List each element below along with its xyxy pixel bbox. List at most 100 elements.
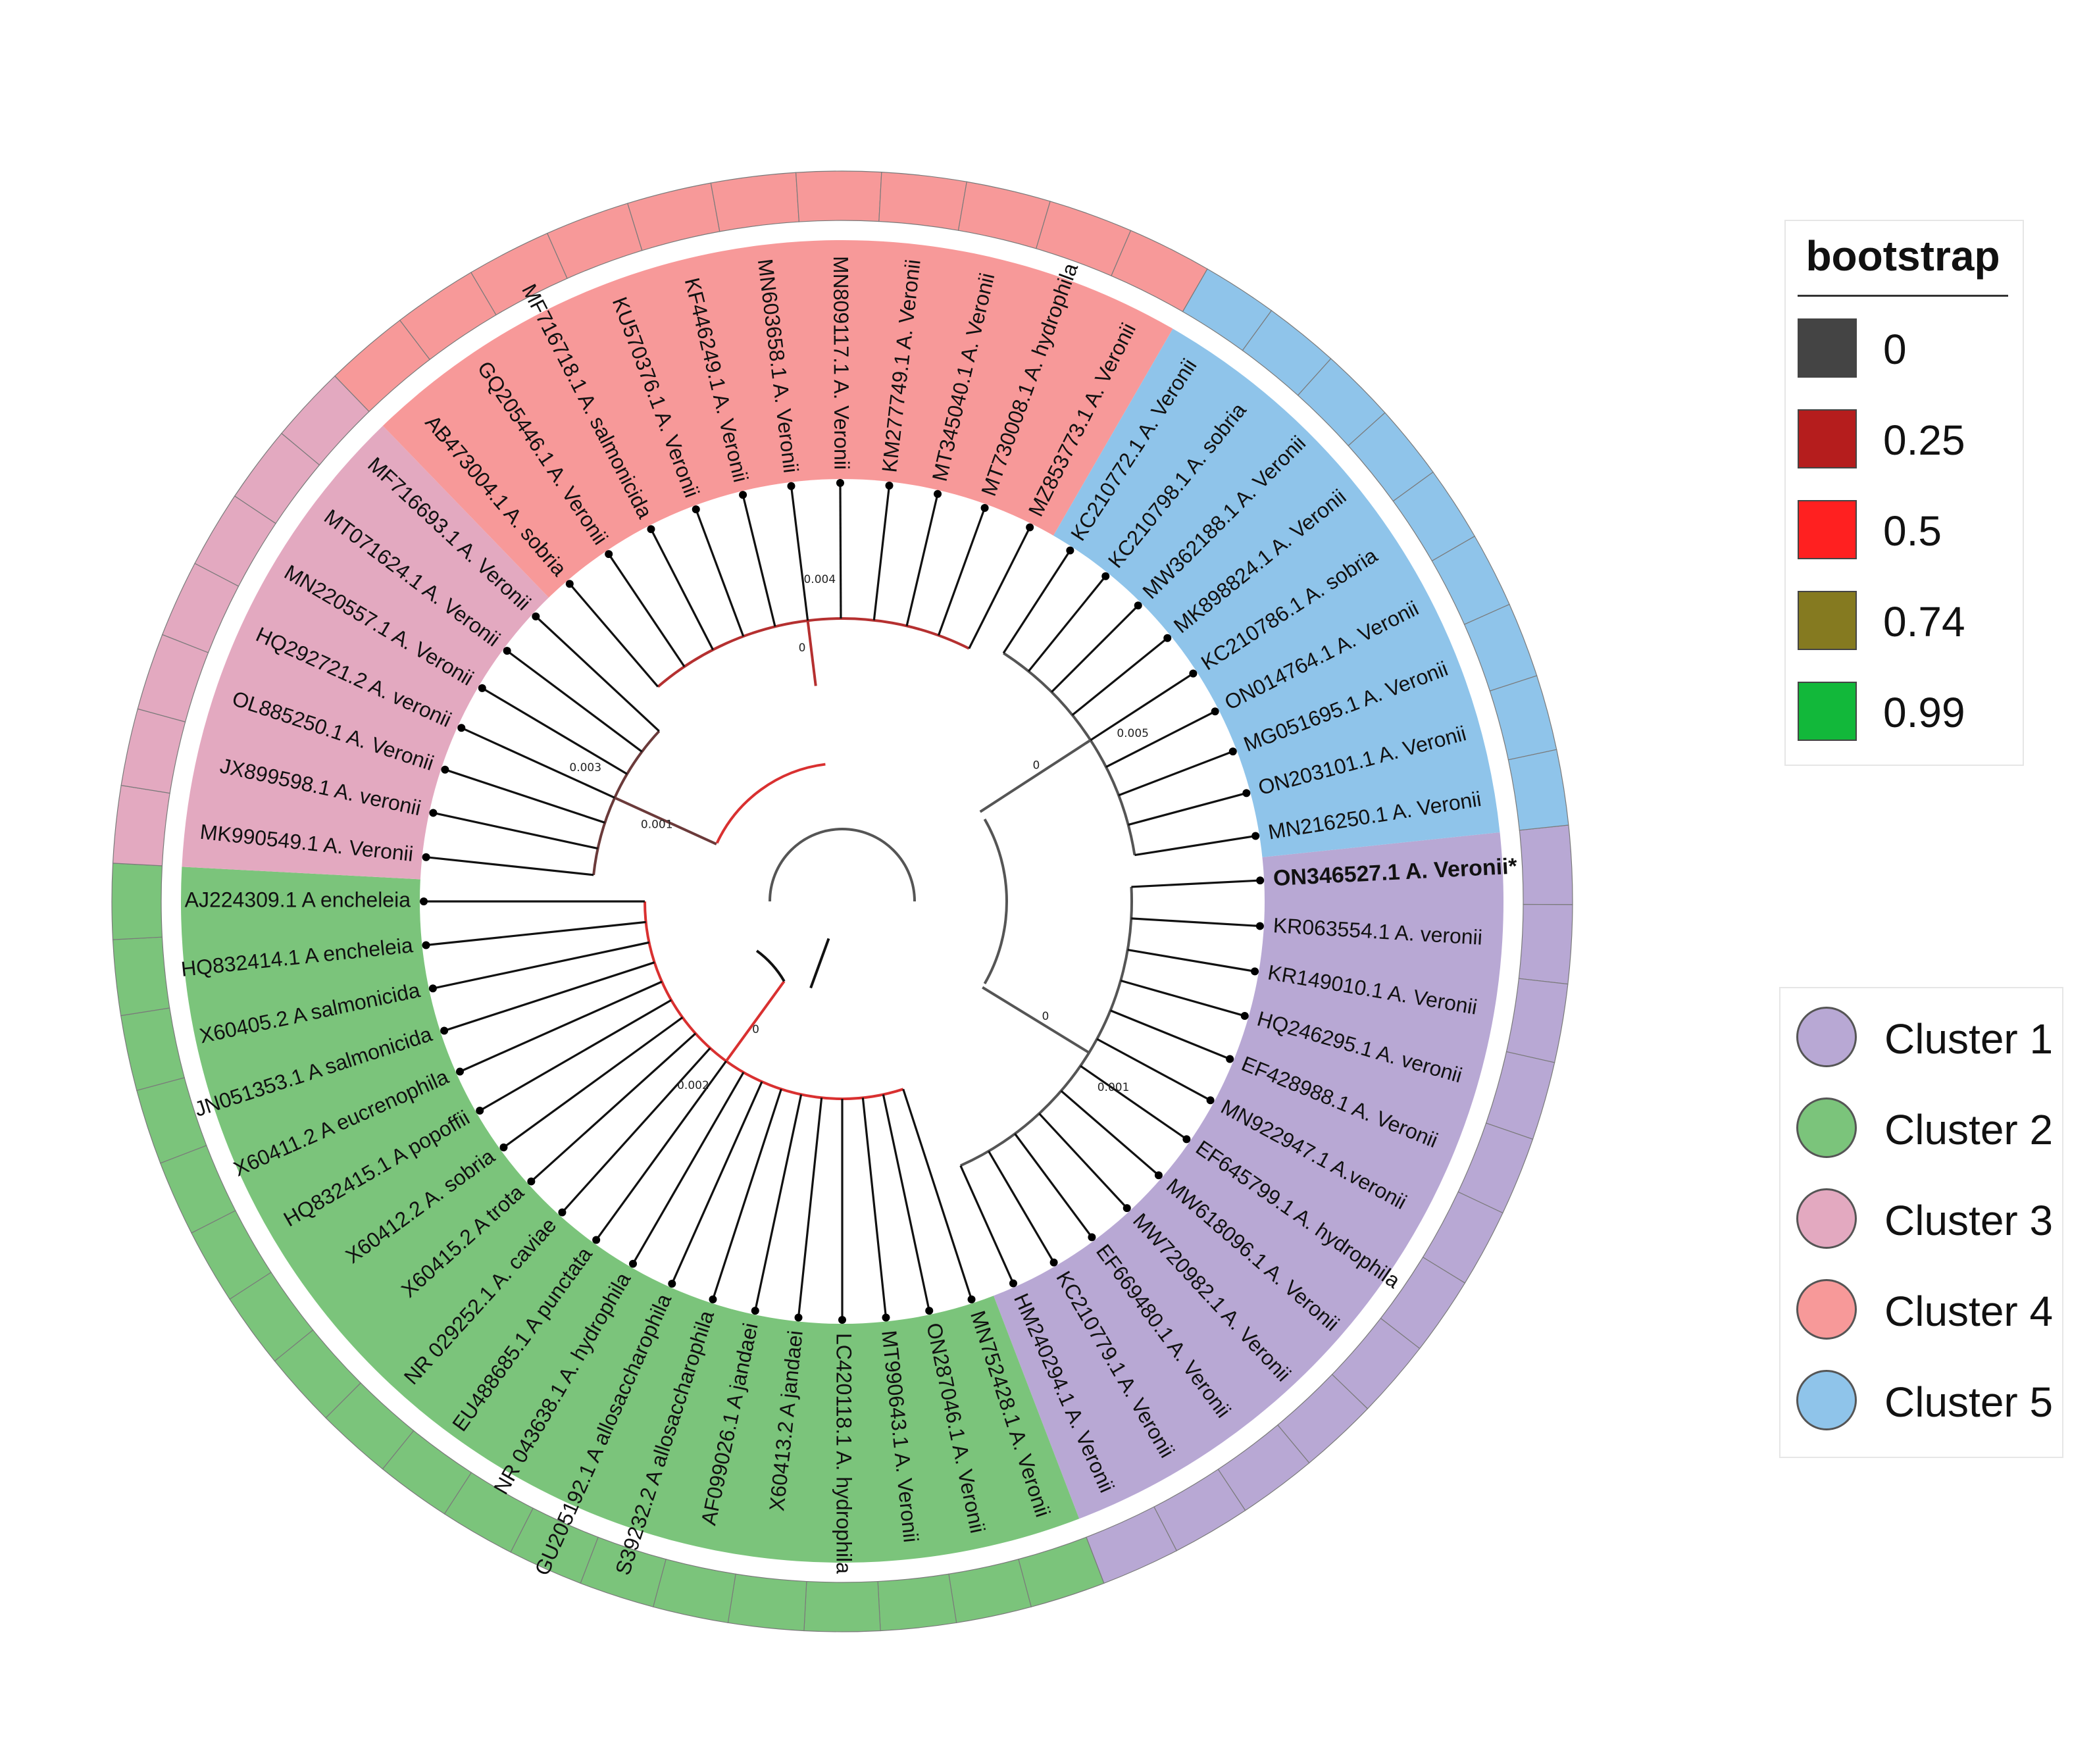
tip-dot bbox=[1123, 1204, 1131, 1213]
tip-label: LC420118.1 A. hydrophila bbox=[832, 1333, 856, 1574]
ring-segment-cluster1 bbox=[1505, 978, 1569, 1063]
tip-branch bbox=[1096, 1038, 1210, 1101]
tip-dot bbox=[1206, 1096, 1215, 1105]
legend-item-cluster-2: Cluster 2 bbox=[1796, 1083, 2053, 1174]
ring-segment-cluster4 bbox=[795, 170, 882, 222]
cluster-swatch bbox=[1796, 1188, 1857, 1249]
legend-item-cluster-4: Cluster 4 bbox=[1796, 1265, 2053, 1355]
tip-dot bbox=[1242, 789, 1251, 797]
ring-segment-cluster5 bbox=[1507, 749, 1569, 831]
tip-dot bbox=[429, 809, 438, 817]
tip-branch bbox=[427, 856, 594, 876]
tip-branch bbox=[959, 1165, 1014, 1283]
branch-length-label: 0.001 bbox=[641, 818, 673, 831]
tip-dot bbox=[787, 482, 795, 490]
tip-dot bbox=[739, 491, 747, 499]
tip-branch bbox=[480, 999, 672, 1111]
tip-branch bbox=[790, 487, 809, 621]
tip-dot bbox=[476, 1107, 484, 1115]
ring-segment-cluster2 bbox=[111, 863, 163, 940]
ring-segment-cluster2 bbox=[112, 936, 170, 1017]
tip-branch bbox=[536, 617, 660, 732]
cluster-label: Cluster 5 bbox=[1884, 1378, 2054, 1426]
tip-branch bbox=[1109, 1009, 1229, 1060]
tip-dot bbox=[629, 1259, 637, 1268]
tip-dot bbox=[499, 1143, 508, 1151]
tip-dot bbox=[565, 580, 574, 588]
legend-item-cluster-3: Cluster 3 bbox=[1796, 1174, 2053, 1265]
tip-branch bbox=[1051, 605, 1138, 693]
cluster-legend: Cluster 1 Cluster 2 Cluster 3 Cluster 4 … bbox=[1779, 987, 2063, 1458]
tip-dot bbox=[980, 504, 989, 513]
branch-length-label: 0.002 bbox=[677, 1079, 709, 1092]
tip-dot bbox=[1251, 832, 1260, 840]
tip-dot bbox=[1255, 922, 1264, 930]
tip-dot bbox=[1026, 523, 1034, 532]
tip-dot bbox=[558, 1208, 567, 1217]
tip-dot bbox=[455, 1067, 464, 1076]
legend-divider bbox=[1798, 295, 2008, 297]
tip-dot bbox=[1049, 1258, 1058, 1267]
ring-segment-cluster4 bbox=[627, 182, 720, 251]
tip-branch bbox=[461, 980, 663, 1072]
tip-branch bbox=[1060, 1090, 1159, 1176]
tip-branch bbox=[988, 1150, 1054, 1262]
branch-length-label: 0 bbox=[1042, 1010, 1049, 1023]
tip-dot bbox=[885, 482, 894, 490]
tip-branch bbox=[650, 530, 714, 651]
tip-branch bbox=[839, 484, 842, 619]
tip-dot bbox=[794, 1313, 803, 1322]
tip-dot bbox=[1240, 1011, 1249, 1020]
tip-dot bbox=[967, 1295, 976, 1303]
ring-segment-cluster1 bbox=[1485, 1051, 1555, 1140]
bootstrap-legend: bootstrap 0 0.25 0.5 0.74 0.99 bbox=[1784, 220, 2024, 766]
tip-branch bbox=[1071, 638, 1167, 717]
tip-dot bbox=[592, 1236, 601, 1244]
cluster-ring bbox=[111, 170, 1573, 1632]
legend-item-cluster-5: Cluster 5 bbox=[1796, 1355, 2053, 1446]
branch-arc bbox=[715, 763, 826, 844]
ring-segment-cluster3 bbox=[120, 708, 186, 794]
tip-branch bbox=[445, 769, 605, 824]
tip-dot bbox=[647, 525, 655, 534]
ring-segment-cluster2 bbox=[727, 1573, 807, 1632]
tip-dot bbox=[503, 647, 511, 655]
cluster-stem bbox=[982, 986, 1090, 1054]
tip-dot bbox=[605, 550, 613, 559]
branch-length-labels: 0 0.001 0 0.002 0.001 0.003 0 0.004 0 0.005 bbox=[569, 573, 1149, 1094]
tip-dot bbox=[934, 490, 942, 498]
tip-dot bbox=[1009, 1279, 1017, 1288]
tip-dots bbox=[420, 479, 1265, 1324]
tip-dot bbox=[1211, 707, 1219, 716]
legend-item-bootstrap-025: 0.25 bbox=[1798, 396, 2015, 470]
legend-item-bootstrap-05: 0.5 bbox=[1798, 487, 2015, 561]
tip-branch bbox=[1014, 1133, 1092, 1237]
tip-branch bbox=[1090, 673, 1193, 742]
cluster-stem bbox=[614, 796, 717, 845]
tip-dot bbox=[1228, 747, 1237, 756]
tip-branch bbox=[712, 1088, 782, 1299]
ring-segment-cluster2 bbox=[877, 1573, 957, 1632]
tip-branch bbox=[671, 1081, 763, 1283]
ring-segment-cluster4 bbox=[878, 171, 967, 231]
ring-segment-cluster4 bbox=[957, 181, 1051, 249]
tip-dot bbox=[836, 479, 844, 488]
cluster-stem bbox=[725, 980, 786, 1062]
tip-dot bbox=[457, 724, 466, 732]
tip-branch bbox=[1002, 551, 1071, 654]
tip-dot bbox=[925, 1307, 934, 1315]
tip-dot bbox=[668, 1280, 676, 1288]
tip-branch bbox=[562, 1047, 711, 1213]
tip-branch bbox=[632, 1072, 745, 1263]
branch-arc bbox=[755, 949, 786, 982]
tip-dot bbox=[422, 853, 430, 861]
tip-dot bbox=[1189, 669, 1198, 678]
tip-branch bbox=[1134, 835, 1255, 857]
bootstrap-swatch bbox=[1798, 409, 1857, 468]
tip-dot bbox=[420, 897, 428, 905]
cluster-swatch bbox=[1796, 1097, 1857, 1158]
bootstrap-value: 0.5 bbox=[1883, 507, 1942, 555]
tip-branch bbox=[882, 1094, 930, 1310]
ring-segment-cluster5 bbox=[1489, 675, 1557, 761]
tip-branch bbox=[968, 528, 1030, 649]
